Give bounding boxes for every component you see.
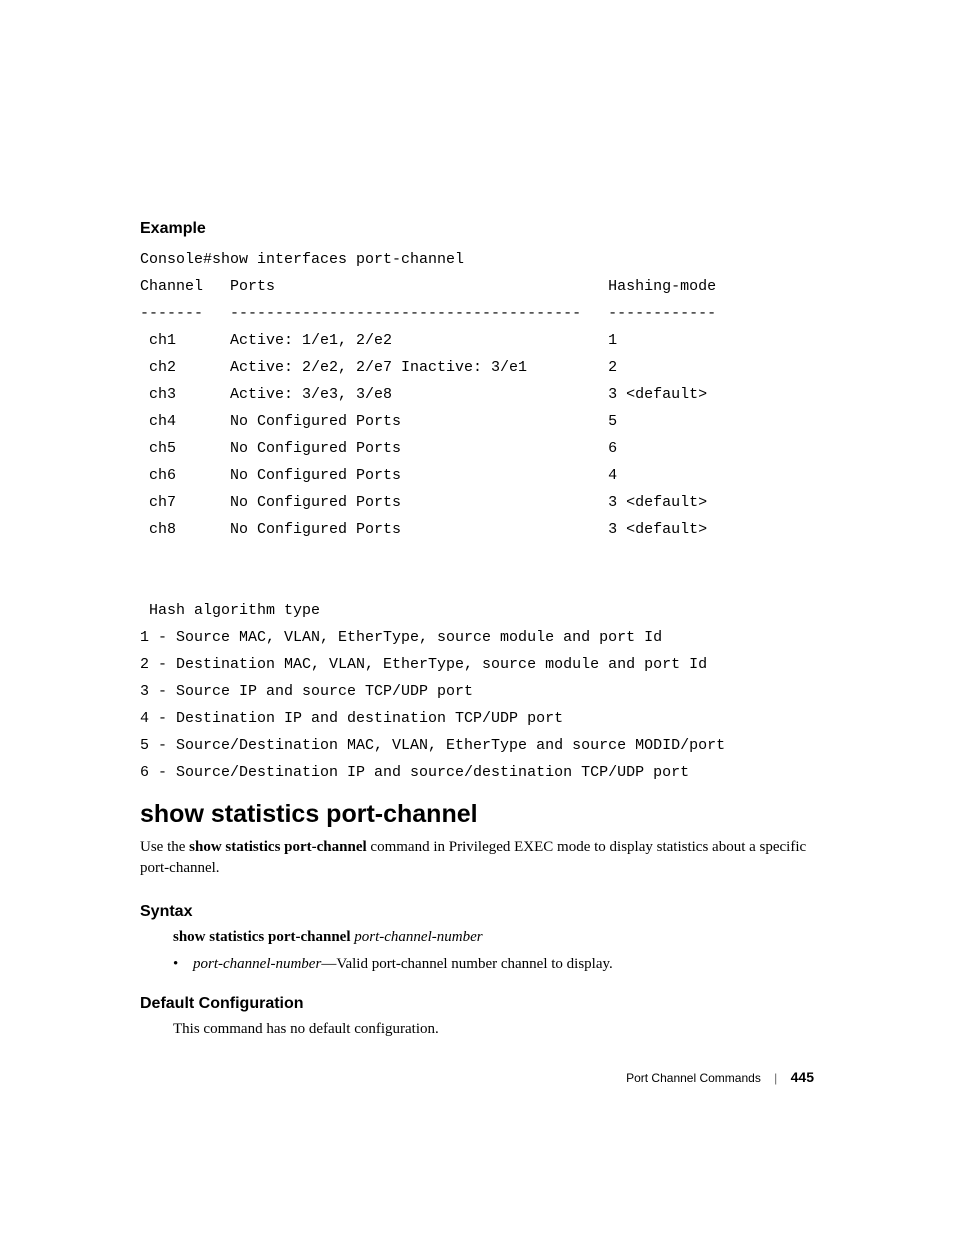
bullet-rest: —Valid port-channel number channel to di… bbox=[321, 956, 612, 972]
default-config-heading: Default Configuration bbox=[140, 995, 814, 1013]
desc-prefix: Use the bbox=[140, 839, 189, 855]
example-heading: Example bbox=[140, 220, 814, 238]
page-footer: Port Channel Commands | 445 bbox=[626, 1069, 814, 1085]
syntax-italic: port-channel-number bbox=[354, 929, 482, 945]
bullet-marker: • bbox=[173, 956, 193, 973]
command-description: Use the show statistics port-channel com… bbox=[140, 837, 814, 879]
syntax-heading: Syntax bbox=[140, 903, 814, 921]
bullet-italic: port-channel-number bbox=[193, 956, 321, 972]
footer-section: Port Channel Commands bbox=[626, 1071, 761, 1085]
syntax-command: show statistics port-channel port-channe… bbox=[173, 929, 814, 946]
footer-separator: | bbox=[774, 1071, 777, 1085]
syntax-bold: show statistics port-channel bbox=[173, 929, 354, 945]
default-config-text: This command has no default configuratio… bbox=[173, 1021, 814, 1038]
syntax-bullet: •port-channel-number—Valid port-channel … bbox=[173, 956, 814, 973]
footer-page-number: 445 bbox=[791, 1069, 814, 1085]
desc-bold: show statistics port-channel bbox=[189, 839, 367, 855]
command-heading: show statistics port-channel bbox=[140, 800, 814, 829]
console-output: Console#show interfaces port-channel Cha… bbox=[140, 246, 814, 786]
